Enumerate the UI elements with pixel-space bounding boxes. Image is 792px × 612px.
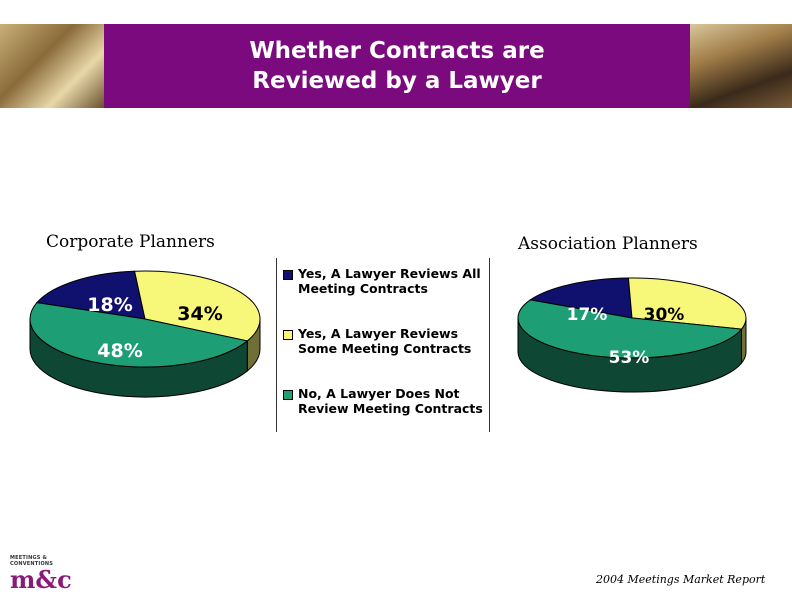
pie-slice-0-2 [29,302,249,368]
pie-label-0-0: 18% [87,294,132,316]
legend-swatch-some [283,330,293,340]
pie-label-0-2: 48% [97,340,142,362]
footer-source: 2004 Meetings Market Report [596,573,766,586]
legend-item-some: Yes, A Lawyer Reviews Some Meeting Contr… [283,326,471,356]
pie-label-1-0: 17% [567,305,608,325]
pie-label-1-1: 30% [644,305,685,325]
logo-mark: m&c [10,565,72,594]
title-band: Whether Contracts are Reviewed by a Lawy… [104,24,690,108]
legend-label-all: Yes, A Lawyer Reviews All Meeting Contra… [298,266,481,296]
chart-legend: Yes, A Lawyer Reviews All Meeting Contra… [276,258,490,432]
pie-chart-corporate: 18% 34% 48% [29,270,261,398]
legend-label-none: No, A Lawyer Does Not Review Meeting Con… [298,386,483,416]
legend-label-some: Yes, A Lawyer Reviews Some Meeting Contr… [298,326,472,356]
chart-title-corporate: Corporate Planners [46,232,215,252]
legend-item-all: Yes, A Lawyer Reviews All Meeting Contra… [283,266,481,296]
header-banner: Whether Contracts are Reviewed by a Lawy… [0,24,792,108]
pie-slice-1-1 [627,277,747,330]
slide-title: Whether Contracts are Reviewed by a Lawy… [249,38,545,94]
pie-chart-association: 17% 30% 53% [517,277,747,393]
pie-slice-1-2 [517,299,743,359]
pie-label-1-2: 53% [609,348,650,368]
pie-slice-0-0 [35,270,146,320]
pie-slice-1-0 [529,277,633,319]
logo-top-text: MEETINGS & CONVENTIONS [10,555,54,567]
auditorium-photo-right [690,24,792,108]
legend-swatch-all [283,270,293,280]
ballroom-photo-left [0,24,104,108]
pie-label-0-1: 34% [177,303,222,325]
mc-logo: MEETINGS & CONVENTIONS m&c [10,555,92,595]
legend-swatch-none [283,390,293,400]
chart-title-association: Association Planners [518,234,698,254]
legend-item-none: No, A Lawyer Does Not Review Meeting Con… [283,386,483,416]
